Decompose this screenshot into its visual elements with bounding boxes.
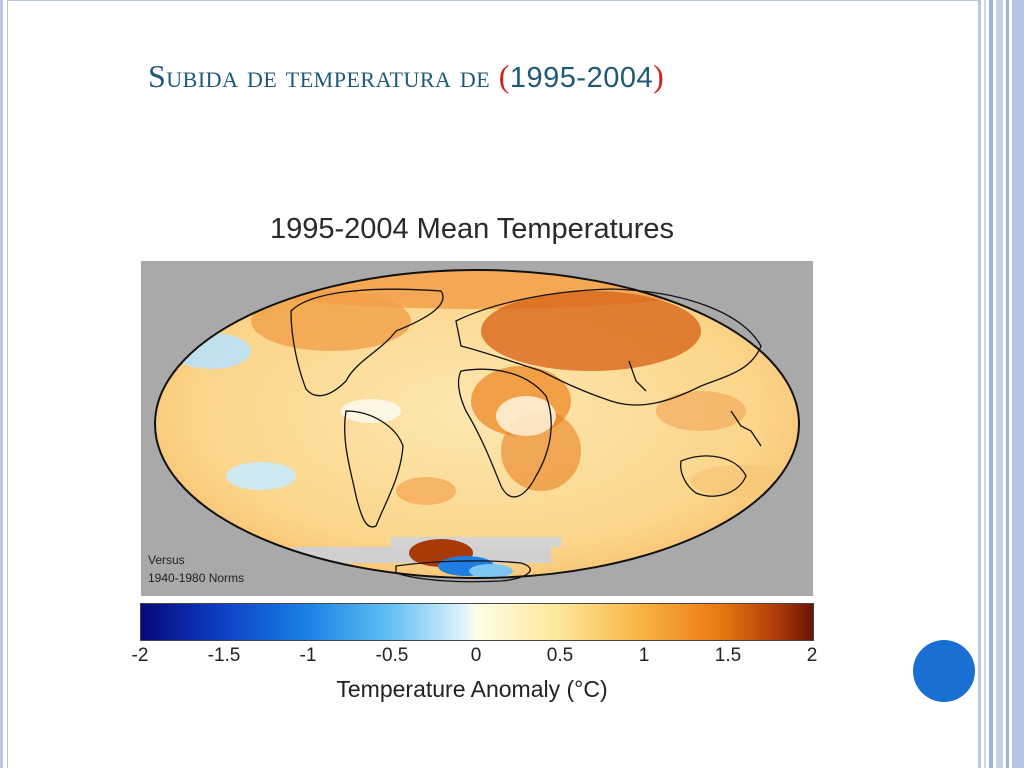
colorbar-tick: -2	[131, 645, 149, 666]
colorbar-tick: -1.5	[207, 645, 241, 666]
colorbar-tick: -0.5	[375, 645, 409, 666]
map-fill	[155, 270, 799, 578]
slide-frame-left	[0, 0, 3, 768]
baseline-note-line1: Versus	[148, 553, 185, 567]
continent-outlines	[290, 288, 762, 583]
globe-outline	[154, 269, 800, 579]
colorbar	[140, 603, 814, 641]
slide-title: Subida de temperatura de (1995-2004)	[148, 58, 664, 95]
world-map-panel: Versus 1940-1980 Norms	[141, 261, 813, 596]
colorbar-tick: 0.5	[546, 645, 574, 666]
colorbar-tick: -1	[299, 645, 317, 666]
baseline-note-line2: 1940-1980 Norms	[148, 571, 245, 585]
world-anomaly-map	[154, 269, 800, 583]
title-paren-close: )	[653, 58, 665, 94]
colorbar-tick: 0	[470, 645, 482, 666]
slide-frame-left-inner	[7, 0, 8, 768]
colorbar-ticks: -2 -1.5 -1 -0.5 0 0.5 1 1.5 2	[122, 645, 822, 671]
slide-frame-top	[7, 0, 980, 1]
colorbar-tick: 2	[806, 645, 818, 666]
slide-frame-right	[978, 0, 1024, 768]
colorbar-tick: 1	[638, 645, 650, 666]
title-years: 1995-2004	[509, 62, 654, 94]
decorative-blue-circle	[913, 640, 975, 702]
baseline-note: Versus 1940-1980 Norms	[148, 551, 244, 587]
figure-title: 1995-2004 Mean Temperatures	[269, 213, 675, 245]
colorbar-tick: 1.5	[714, 645, 742, 666]
temperature-anomaly-figure: 1995-2004 Mean Temperatures	[122, 205, 822, 710]
title-paren-open: (	[498, 58, 510, 94]
slide-title-prefix: Subida de temperatura de	[148, 58, 499, 94]
colorbar-label: Temperature Anomaly (°C)	[336, 676, 608, 702]
